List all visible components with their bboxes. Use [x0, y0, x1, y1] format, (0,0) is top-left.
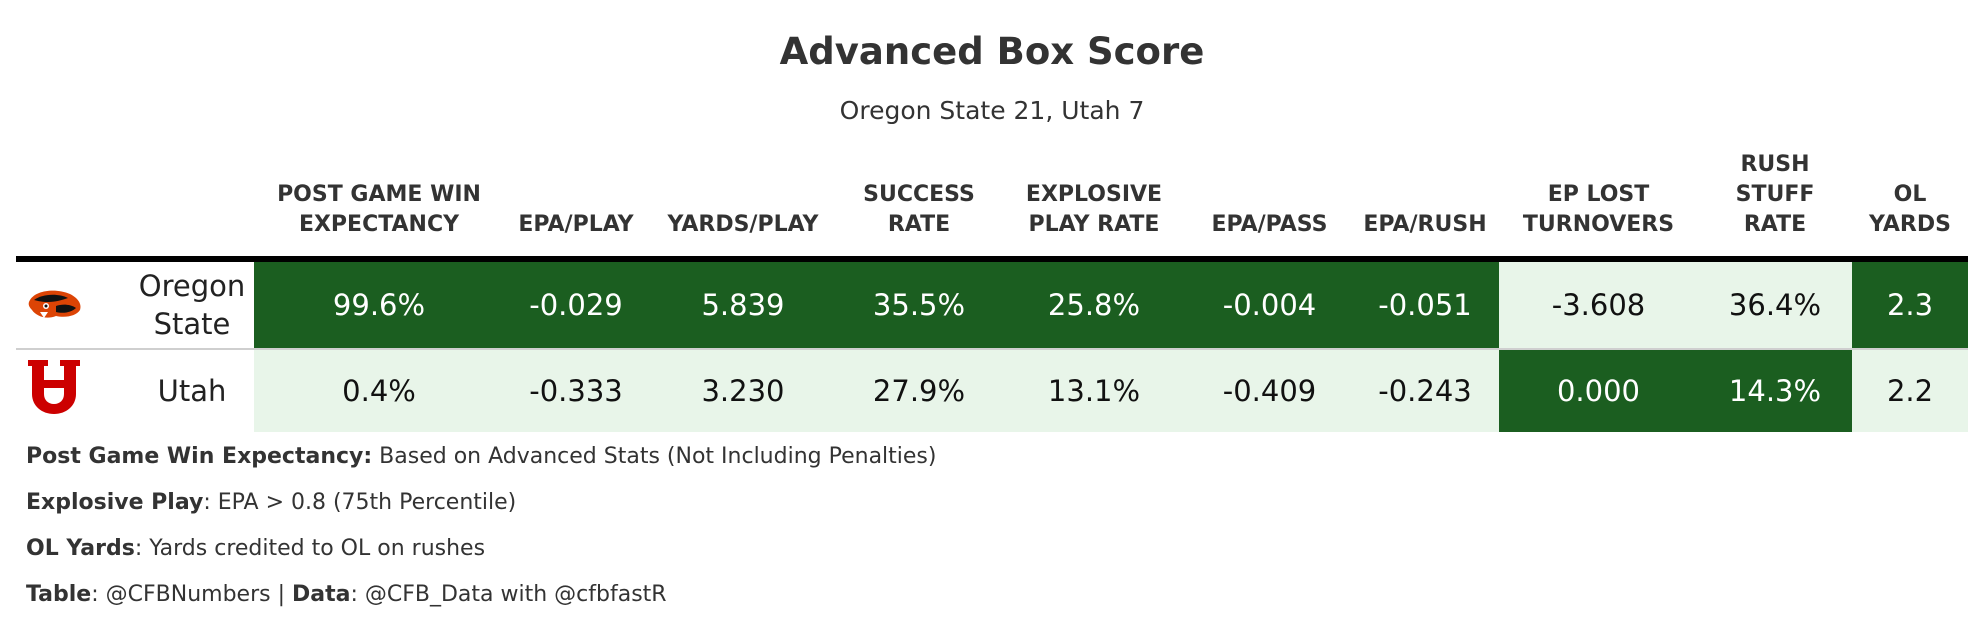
stat-cell: 99.6% — [254, 262, 504, 348]
header-rule — [16, 256, 1968, 262]
footnote-label: Data — [291, 582, 351, 607]
column-header: EPA/PLAY — [518, 212, 634, 237]
footnote-text: Based on Advanced Stats (Not Including P… — [372, 444, 937, 469]
footnotes: Post Game Win Expectancy: Based on Advan… — [26, 440, 936, 624]
stat-cell: -0.004 — [1188, 262, 1351, 348]
stat-cell: -0.333 — [504, 350, 648, 432]
footnote-text: : EPA > 0.8 (75th Percentile) — [203, 490, 517, 515]
stat-cell: 14.3% — [1698, 350, 1852, 432]
stat-cell: -0.051 — [1351, 262, 1499, 348]
footnote-explosive-play: Explosive Play: EPA > 0.8 (75th Percenti… — [26, 486, 936, 532]
footnote-label: OL Yards — [26, 536, 135, 561]
stat-cell: 27.9% — [838, 350, 1000, 432]
footnote-ol-yards: OL Yards: Yards credited to OL on rushes — [26, 532, 936, 578]
team-cell: Utah — [16, 350, 254, 432]
utah-u-logo — [26, 358, 82, 422]
team-name: Utah — [157, 374, 227, 408]
footnote-win-expectancy: Post Game Win Expectancy: Based on Advan… — [26, 440, 936, 486]
stat-cell: 2.3 — [1852, 262, 1968, 348]
column-header: RUSH STUFF RATE — [1735, 152, 1815, 237]
stat-cell: 3.230 — [648, 350, 838, 432]
footnote-credits: Table: @CFBNumbers | Data: @CFB_Data wit… — [26, 578, 936, 624]
team-cell: Oregon State — [16, 262, 254, 348]
chart-subtitle: Oregon State 21, Utah 7 — [839, 96, 1145, 125]
footnote-text: : @CFB_Data with @cfbfastR — [350, 582, 667, 607]
stat-cell: -0.243 — [1351, 350, 1499, 432]
stat-cell: -0.409 — [1188, 350, 1351, 432]
chart-title: Advanced Box Score — [779, 30, 1205, 73]
footnote-text: : Yards credited to OL on rushes — [134, 536, 486, 561]
column-header: EXPLOSIVE PLAY RATE — [1025, 182, 1163, 237]
column-header: SUCCESS RATE — [863, 182, 975, 237]
footnote-text: : @CFBNumbers | — [91, 582, 292, 607]
row-divider — [16, 348, 1968, 350]
oregon-state-beaver-logo — [26, 284, 84, 328]
column-header: POST GAME WIN EXPECTANCY — [277, 182, 481, 237]
footnote-label: Post Game Win Expectancy: — [26, 444, 373, 469]
column-header: EP LOST TURNOVERS — [1522, 182, 1675, 237]
stat-cell: 35.5% — [838, 262, 1000, 348]
stat-cell: 13.1% — [1000, 350, 1188, 432]
stat-cell: 0.4% — [254, 350, 504, 432]
column-header: YARDS/PLAY — [667, 212, 819, 237]
stat-cell: 5.839 — [648, 262, 838, 348]
column-header: EPA/RUSH — [1363, 212, 1487, 237]
footnote-label: Table — [26, 582, 92, 607]
team-name: Oregon State — [138, 269, 246, 341]
column-header: EPA/PASS — [1211, 212, 1328, 237]
stat-cell: -0.029 — [504, 262, 648, 348]
footnote-label: Explosive Play — [26, 490, 204, 515]
stat-cell: 25.8% — [1000, 262, 1188, 348]
column-header: OL YARDS — [1869, 182, 1951, 237]
stat-cell: 0.000 — [1499, 350, 1698, 432]
stat-cell: 36.4% — [1698, 262, 1852, 348]
stat-cell: -3.608 — [1499, 262, 1698, 348]
stat-cell: 2.2 — [1852, 350, 1968, 432]
